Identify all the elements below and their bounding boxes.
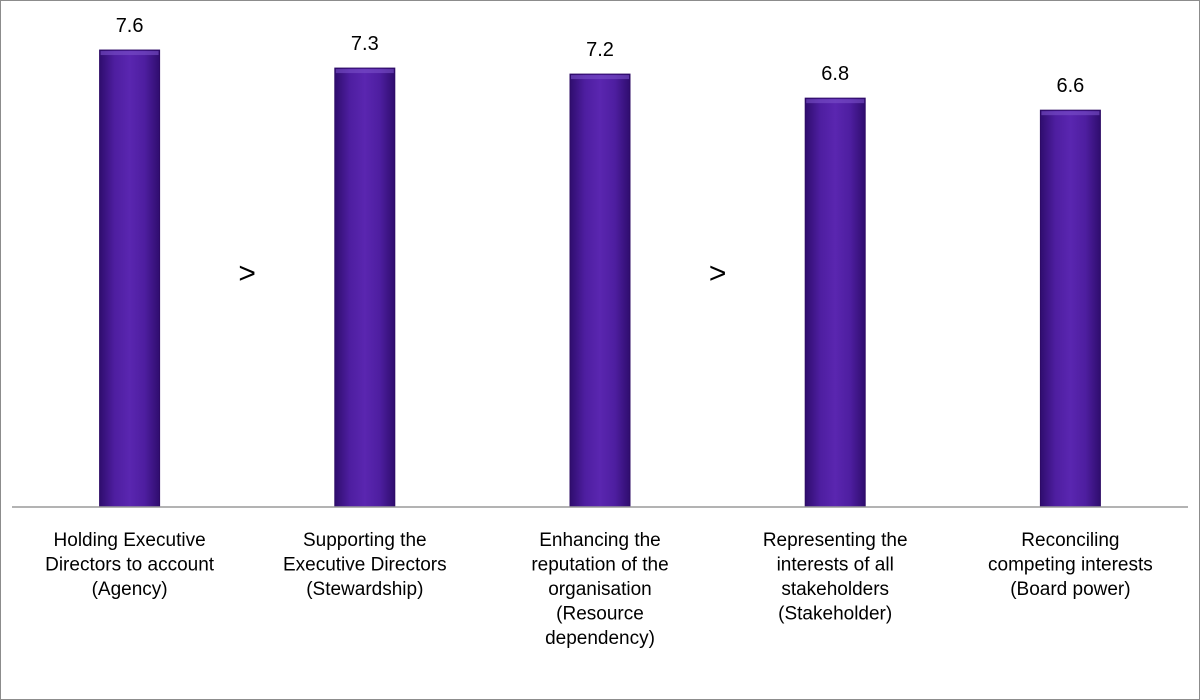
- data-label-3: 6.8: [821, 63, 849, 85]
- category-label-line: (Resource: [556, 604, 644, 625]
- bar-bevel-0: [100, 51, 159, 56]
- category-label-line: Reconciling: [1021, 530, 1119, 551]
- category-labels: Holding Executive Directors to account (Ag…: [45, 530, 1153, 649]
- data-label-0: 7.6: [116, 15, 144, 37]
- category-label-line: Holding Executive: [54, 530, 206, 551]
- bar-2: [569, 73, 631, 508]
- category-label-1: Supporting the Executive Directors (Stewar…: [283, 530, 447, 600]
- greater-than-separator-1: >: [709, 257, 727, 290]
- data-labels: 7.6 7.3 7.2 6.8 6.6: [116, 15, 1085, 97]
- category-label-line: Representing the: [763, 530, 908, 551]
- category-label-line: reputation of the: [531, 555, 668, 576]
- bar-bevel-2: [571, 75, 629, 80]
- greater-than-separator-0: >: [238, 257, 256, 290]
- category-label-line: dependency): [545, 628, 655, 649]
- category-label-line: (Agency): [92, 579, 168, 600]
- bar-bevel-3: [806, 99, 865, 104]
- bar-bevel-4: [1041, 111, 1100, 116]
- category-label-line: (Board power): [1010, 579, 1130, 600]
- bar-bevel-1: [335, 69, 394, 74]
- bar-4: [1039, 109, 1101, 508]
- category-label-line: organisation: [548, 579, 652, 600]
- category-label-2: Enhancing the reputation of the organisati…: [531, 530, 668, 649]
- category-label-line: (Stewardship): [306, 579, 423, 600]
- category-label-line: Executive Directors: [283, 555, 447, 576]
- category-label-line: competing interests: [988, 555, 1153, 576]
- data-label-4: 6.6: [1056, 75, 1084, 97]
- category-label-line: stakeholders: [781, 579, 889, 600]
- category-label-line: Enhancing the: [539, 530, 661, 551]
- category-label-line: Supporting the: [303, 530, 427, 551]
- category-label-4: Reconciling competing interests (Board pow…: [988, 530, 1153, 600]
- data-label-2: 7.2: [586, 39, 614, 61]
- category-label-line: Directors to account: [45, 555, 215, 576]
- category-label-line: interests of all: [777, 555, 894, 576]
- category-label-3: Representing the interests of all stakehol…: [763, 530, 908, 625]
- bar-1: [334, 67, 396, 508]
- category-label-line: (Stakeholder): [778, 604, 892, 625]
- data-label-1: 7.3: [351, 33, 379, 55]
- separators: > >: [238, 257, 726, 290]
- bar-3: [804, 97, 866, 508]
- bar-0: [99, 49, 161, 508]
- category-label-0: Holding Executive Directors to account (Ag…: [45, 530, 215, 600]
